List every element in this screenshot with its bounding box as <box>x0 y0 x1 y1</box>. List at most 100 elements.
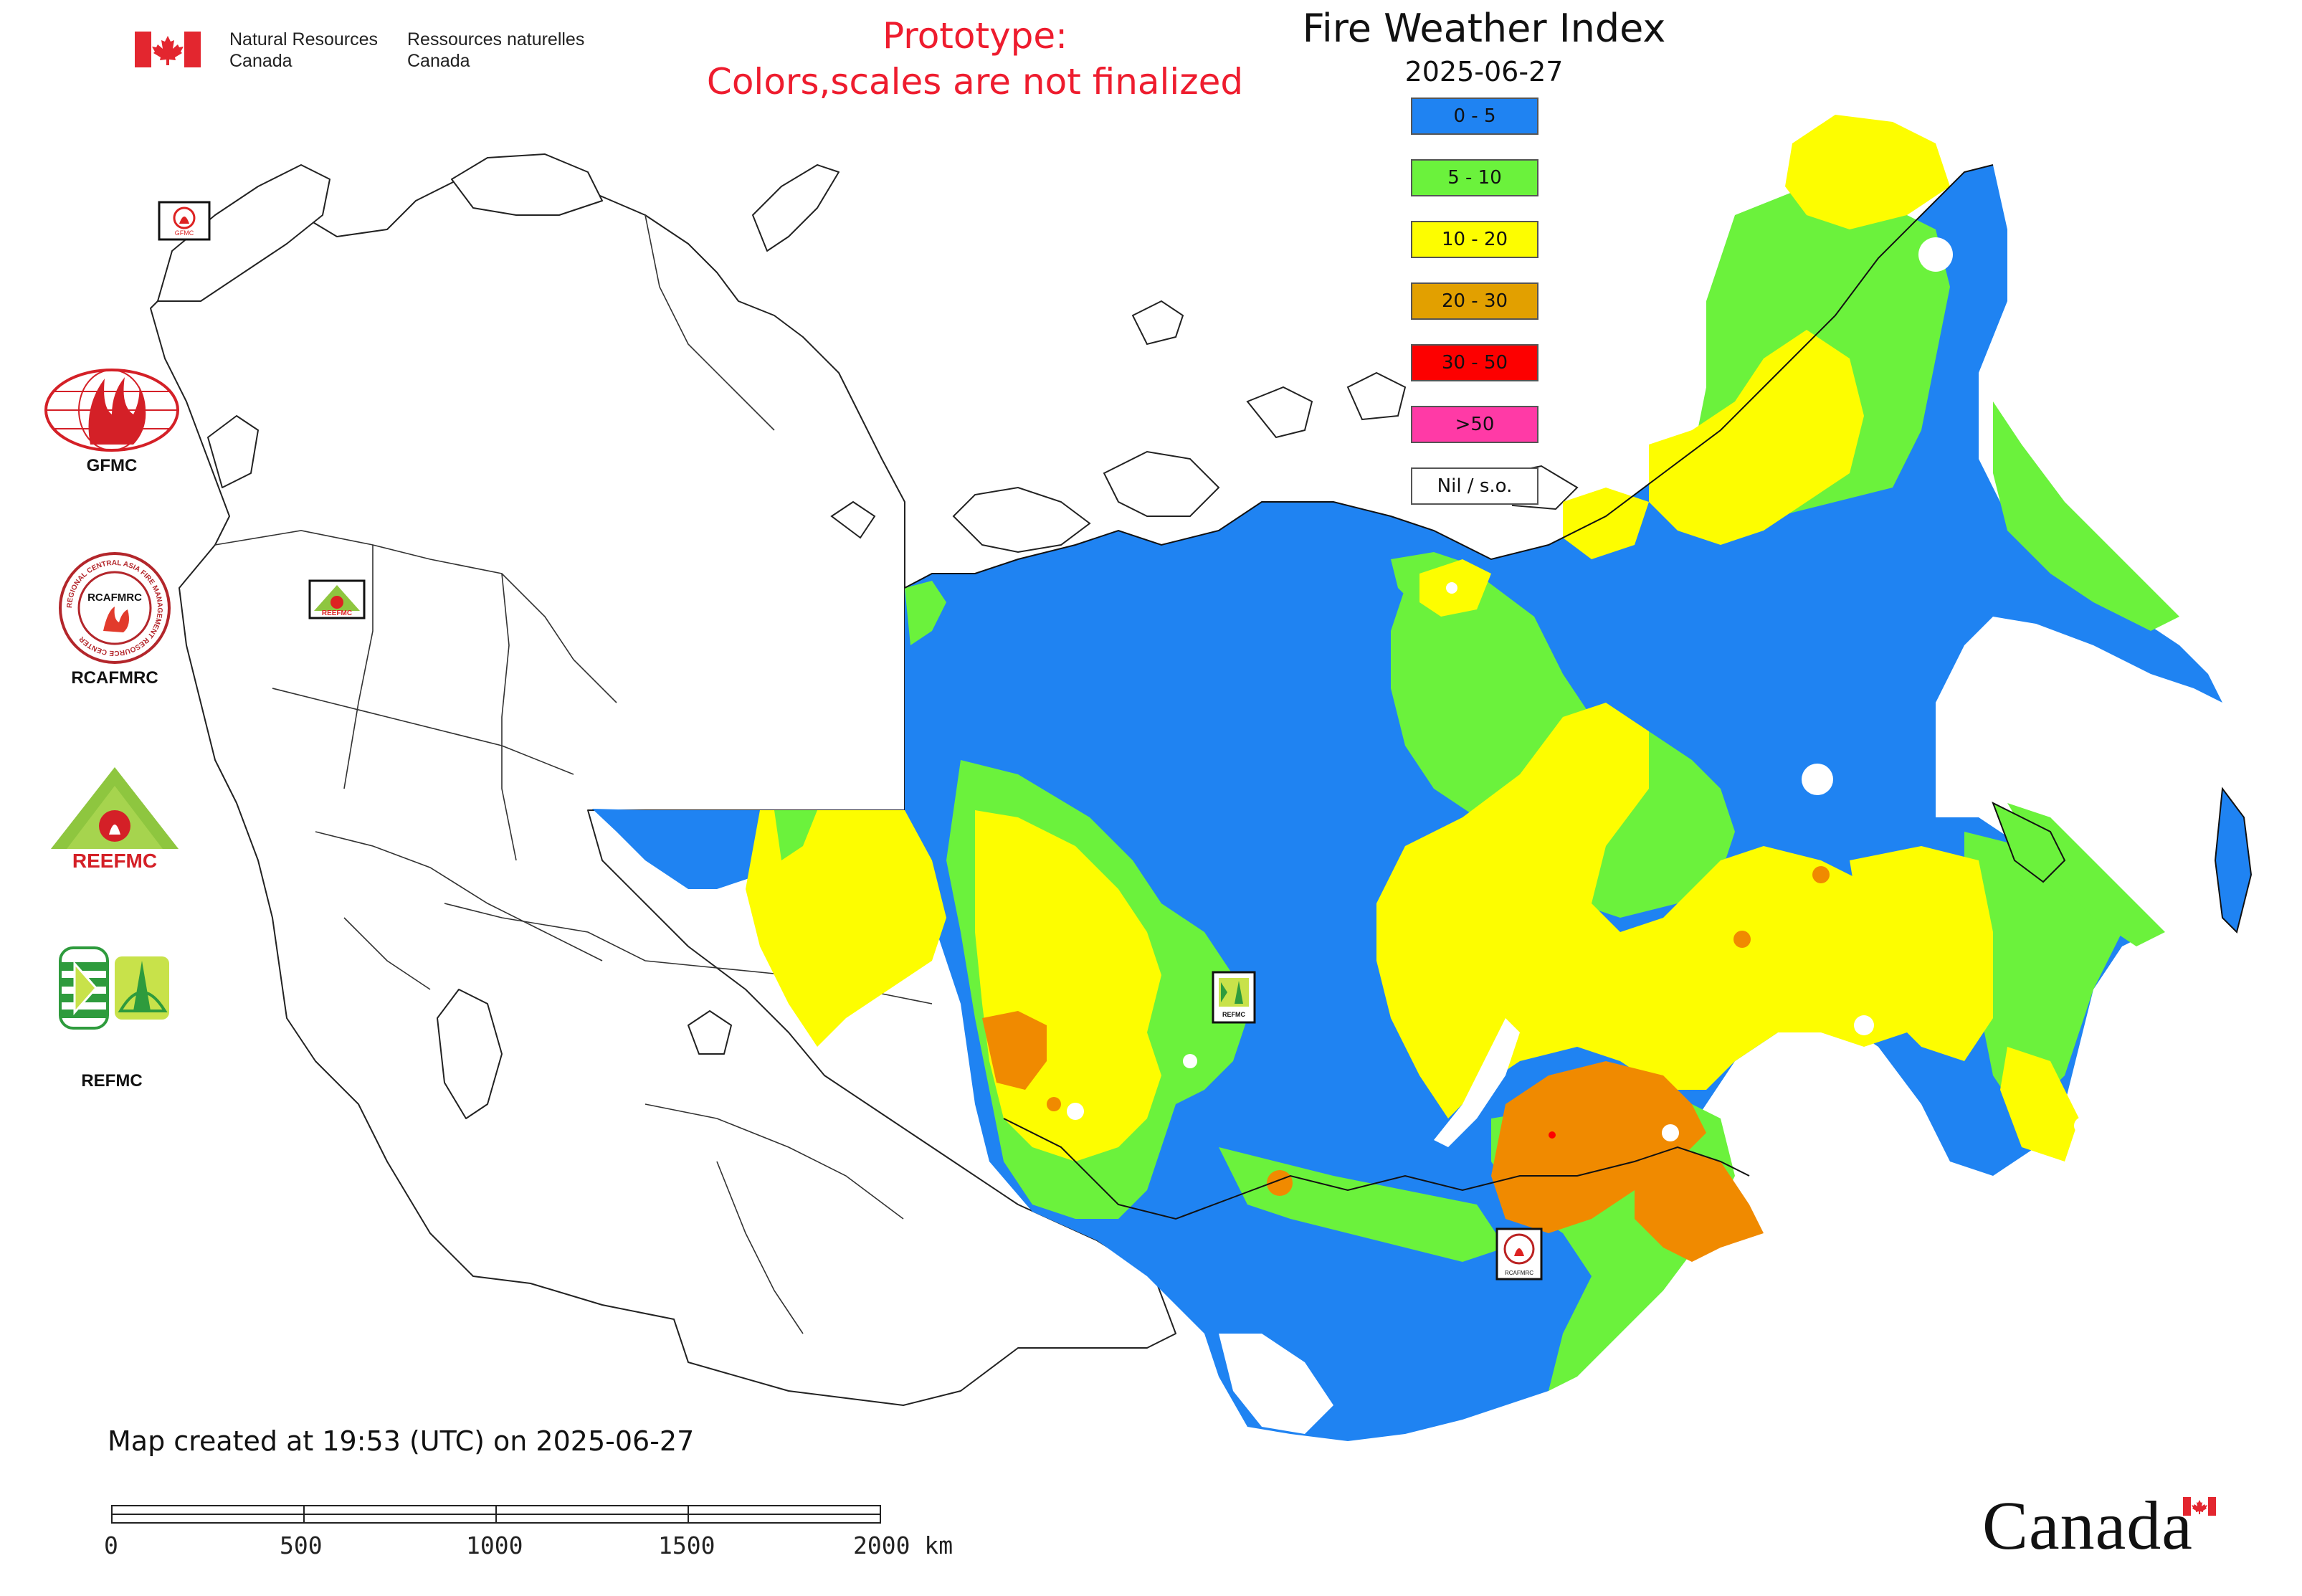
refmc-logo <box>59 946 169 1030</box>
island-outline <box>1346 371 1407 421</box>
south-nil-area <box>1219 1334 1333 1434</box>
fwi-area-10-20 <box>1563 488 1649 559</box>
map-title: Fire Weather Index <box>1302 6 1666 51</box>
map-created-timestamp: Map created at 19:53 (UTC) on 2025-06-27 <box>108 1425 695 1457</box>
nil-spot <box>1446 582 1457 594</box>
lake-baikal <box>1434 1018 1520 1147</box>
scale-label-1500: 1500 <box>658 1531 715 1559</box>
rcafmrc-logo: REGIONAL CENTRAL ASIA FIRE MANAGEMENT RE… <box>59 552 171 664</box>
org-fr-line-2: Canada <box>407 51 470 71</box>
map-marker-rcafmrc: RCAFMRC <box>1495 1227 1543 1281</box>
fwi-spot-20-30 <box>1733 931 1751 948</box>
nil-spot <box>1067 1103 1084 1120</box>
fwi-area-20-30 <box>1635 1147 1764 1262</box>
svg-text:GFMC: GFMC <box>175 229 194 237</box>
korea-outline <box>1992 801 2066 883</box>
map-marker-refmc: REFMC <box>1212 971 1256 1024</box>
novaya-zemlya-outline <box>752 164 840 252</box>
scale-bar <box>111 1505 881 1524</box>
nil-spot <box>1183 1054 1197 1068</box>
border-line <box>343 917 431 990</box>
aral-outline <box>688 1010 732 1055</box>
nil-spot <box>1918 237 1953 272</box>
fwi-area-5-10 <box>774 810 817 860</box>
prototype-line-2: Colors,scales are not finalized <box>706 61 1244 103</box>
legend-item-5-10: 5 - 10 <box>1411 159 1538 196</box>
org-fr-line-1: Ressources naturelles <box>407 29 585 49</box>
fwi-area-10-20 <box>1850 846 1993 1061</box>
southern-border-line <box>1003 1118 1750 1220</box>
fwi-area-20-30 <box>982 1011 1047 1090</box>
map-marker-reefmc: REEFMC <box>308 579 366 619</box>
canada-flag-icon <box>135 32 201 67</box>
border-line <box>716 1161 804 1334</box>
gfmc-logo <box>44 369 179 452</box>
fwi-area-10-20 <box>2000 1047 2079 1162</box>
nil-spot <box>1802 764 1833 795</box>
caspian-outline <box>437 989 503 1119</box>
refmc-label: REFMC <box>81 1071 143 1091</box>
nil-spot <box>1662 1124 1679 1141</box>
kola-outline <box>451 153 603 216</box>
org-name-french: Ressources naturelles Canada <box>407 29 622 72</box>
svg-text:REEFMC: REEFMC <box>322 609 352 617</box>
nil-spot <box>1854 1015 1874 1035</box>
rcafmrc-label: RCAFMRC <box>71 668 158 688</box>
rcafmrc-inner-text: RCAFMRC <box>87 592 142 604</box>
data-region-outline <box>904 164 1994 589</box>
border-line <box>315 831 603 961</box>
reefmc-wordmark: REEFMC <box>72 850 157 872</box>
baltic-outline <box>207 415 259 488</box>
border-line <box>343 545 374 789</box>
fwi-area-10-20 <box>1376 703 1921 1118</box>
border-line <box>645 214 775 431</box>
fwi-area-20-30 <box>1491 1061 1706 1233</box>
svg-text:REFMC: REFMC <box>1222 1011 1245 1018</box>
fwi-area-5-10 <box>1993 402 2179 631</box>
border-line <box>501 573 517 861</box>
island-outline <box>1246 386 1313 439</box>
scale-label-0: 0 <box>104 1531 118 1559</box>
scale-label-2000-km: 2000 km <box>853 1531 953 1559</box>
fwi-area-10-20 <box>1649 330 1864 545</box>
island-outline <box>952 486 1091 554</box>
legend-item-30-50: 30 - 50 <box>1411 344 1538 381</box>
border-line <box>272 688 574 775</box>
fwi-spot-20-30 <box>1267 1170 1293 1196</box>
island-outline <box>1131 300 1184 346</box>
island-outline <box>830 500 876 539</box>
island-outline <box>1103 450 1220 517</box>
nrcan-signature: Natural Resources Canada Ressources natu… <box>135 29 622 72</box>
canada-wordmark-flag-icon <box>2183 1497 2216 1516</box>
legend-item-0-5: 0 - 5 <box>1411 98 1538 135</box>
reefmc-logo: REEFMC <box>37 767 192 872</box>
western-country-outlines <box>150 153 1176 1406</box>
sakhalin-outline <box>2214 787 2253 934</box>
org-en-line-2: Canada <box>229 51 292 71</box>
prototype-notice: Prototype: Colors,scales are not finaliz… <box>645 13 1305 105</box>
scale-label-1000: 1000 <box>466 1531 523 1559</box>
legend-item-over-50: >50 <box>1411 406 1538 443</box>
svg-text:RCAFMRC: RCAFMRC <box>1505 1270 1533 1276</box>
canada-wordmark: Canada <box>1982 1487 2193 1564</box>
border-line <box>645 1103 904 1220</box>
gfmc-label: GFMC <box>86 456 138 475</box>
fwi-area-5-10 <box>905 581 946 645</box>
western-borders <box>214 214 933 1334</box>
fwi-raster <box>592 115 2222 1441</box>
org-en-line-1: Natural Resources <box>229 29 379 49</box>
scale-label-500: 500 <box>280 1531 323 1559</box>
fwi-area-10-20 <box>1785 115 1950 229</box>
west-landmass-outline <box>150 171 1176 1406</box>
map-marker-gfmc: GFMC <box>158 201 211 241</box>
org-name-english: Natural Resources Canada <box>229 29 401 72</box>
fwi-spot-30-50 <box>1549 1131 1556 1139</box>
legend-item-nil: Nil / s.o. <box>1411 467 1538 505</box>
prototype-line-1: Prototype: <box>882 15 1068 57</box>
fwi-spot-20-30 <box>1047 1097 1061 1111</box>
legend-item-20-30: 20 - 30 <box>1411 282 1538 320</box>
map-date: 2025-06-27 <box>1404 56 1564 87</box>
nil-spot <box>2074 1117 2091 1134</box>
